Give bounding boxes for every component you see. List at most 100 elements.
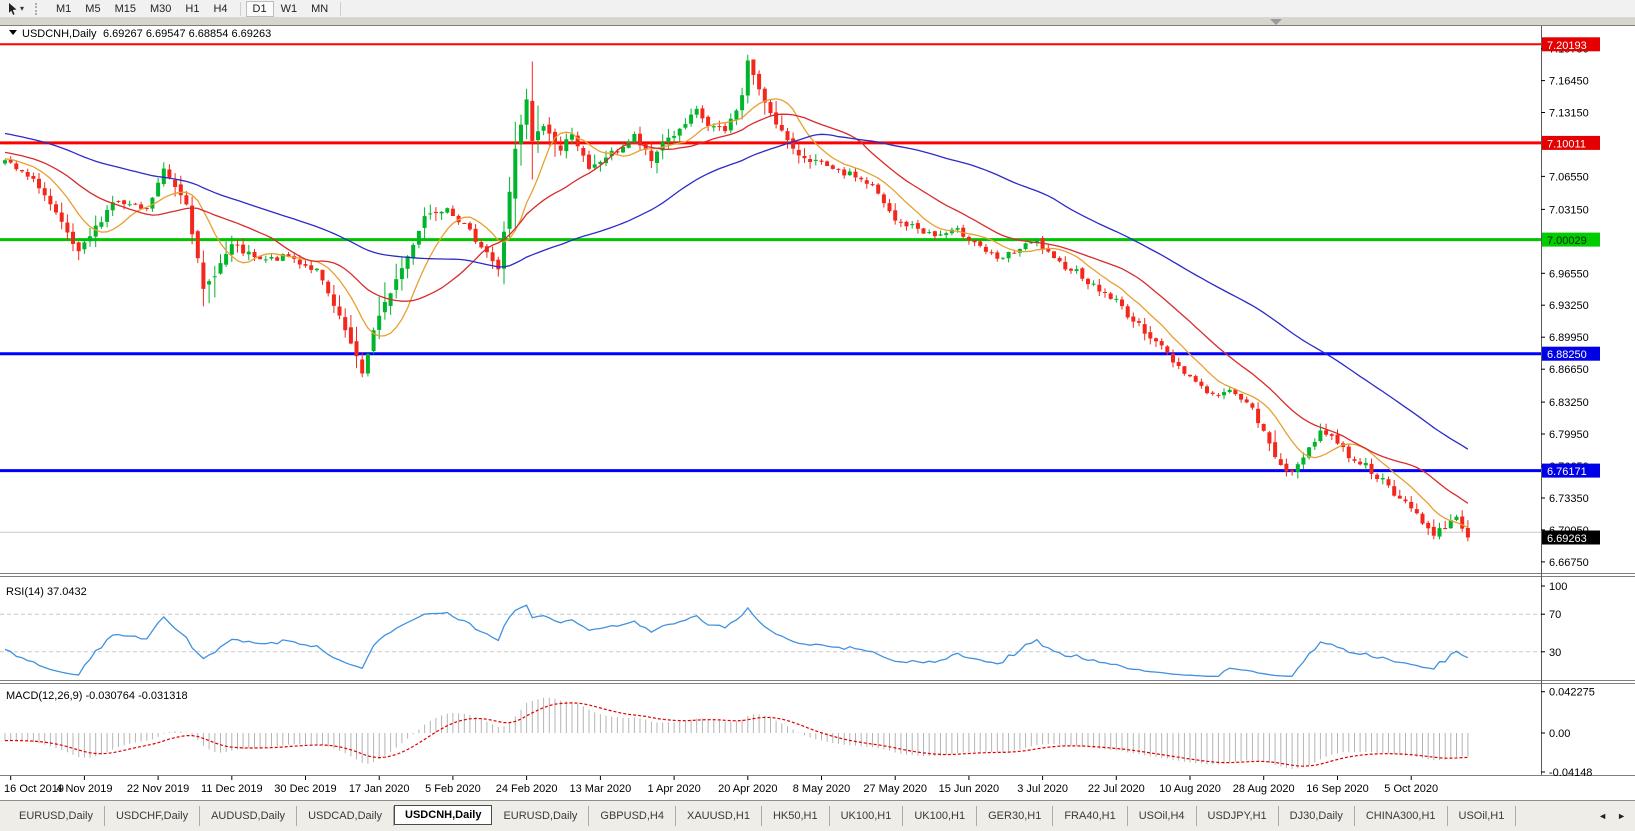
tab-usdcnh-daily[interactable]: USDCNH,Daily	[394, 805, 493, 825]
macd-tick-label: -0.04148	[1549, 767, 1592, 779]
panel-borders	[0, 25, 1635, 776]
tab-fra40-h1[interactable]: FRA40,H1	[1053, 806, 1128, 826]
date-label: 4 Nov 2019	[56, 783, 112, 795]
timeframe-button-d1[interactable]: D1	[245, 0, 274, 17]
date-label: 15 Jun 2020	[939, 783, 1000, 795]
toolbar: ▾ M1 M5 M15 M30 H1 H4 D1 W1 MN	[0, 0, 1635, 18]
tab-usoil-h1[interactable]: USOil,H1	[1448, 806, 1517, 826]
date-label: 10 Aug 2020	[1159, 783, 1221, 795]
price-tick-label: 6.79950	[1549, 429, 1589, 441]
tab-ger30-h1[interactable]: GER30,H1	[977, 806, 1054, 826]
tab-eurusd-daily[interactable]: EURUSD,Daily	[492, 806, 590, 826]
price-tick-label: 7.13150	[1549, 108, 1589, 120]
tab-china300-h1[interactable]: CHINA300,H1	[1355, 806, 1448, 826]
tab-scroll-arrows: ◄ ►	[1595, 809, 1635, 823]
svg-text:6.76171: 6.76171	[1547, 466, 1587, 478]
candles	[3, 54, 1470, 542]
toolbar-separator	[340, 1, 342, 16]
rsi-panel	[0, 604, 1541, 678]
svg-text:7.00029: 7.00029	[1547, 235, 1587, 247]
timeframe-button-m1[interactable]: M1	[56, 2, 72, 15]
tab-dj30-daily[interactable]: DJ30,Daily	[1279, 806, 1355, 826]
price-tick-label: 6.73350	[1549, 493, 1589, 505]
date-label: 28 Aug 2020	[1233, 783, 1295, 795]
symbol-tabs: EURUSD,Daily USDCHF,Daily AUDUSD,Daily USDC…	[8, 805, 1517, 826]
price-tick-label: 7.06550	[1549, 171, 1589, 183]
date-label: 16 Sep 2020	[1306, 783, 1368, 795]
timeframe-button-m5[interactable]: M5	[85, 2, 101, 15]
date-label: 3 Jul 2020	[1017, 783, 1068, 795]
rsi-line	[4, 604, 1469, 678]
macd-signal-line	[4, 702, 1468, 767]
timeframe-buttons: M1 M5 M15 M30 H1 H4 D1 W1 MN	[49, 0, 346, 17]
rsi-tick-label: 70	[1549, 609, 1561, 621]
date-label: 22 Jul 2020	[1088, 783, 1145, 795]
timeframe-button-m30[interactable]: M30	[149, 2, 172, 15]
chart-scrollbar-thumb[interactable]	[1270, 19, 1282, 25]
date-label: 5 Oct 2020	[1384, 783, 1438, 795]
timeframe-button-mn[interactable]: MN	[311, 2, 329, 15]
price-tick-label: 6.66750	[1549, 557, 1589, 569]
date-label: 8 May 2020	[793, 783, 850, 795]
tab-gbpusd-h4[interactable]: GBPUSD,H4	[589, 806, 676, 826]
tab-scroll-right-button[interactable]: ►	[1617, 811, 1626, 821]
tab-uk100-h1[interactable]: UK100,H1	[830, 806, 904, 826]
rsi-label: RSI(14) 37.0432	[6, 586, 87, 598]
timeframe-button-h4[interactable]: H4	[213, 2, 228, 15]
chart-canvas[interactable]: 7.197507.164507.131507.065507.031506.965…	[0, 0, 1635, 800]
price-tick-label: 7.16450	[1549, 76, 1589, 88]
tab-hk50-h1[interactable]: HK50,H1	[762, 806, 830, 826]
date-label: 17 Jan 2020	[349, 783, 410, 795]
tab-uk100-h1[interactable]: UK100,H1	[903, 806, 978, 826]
chart-ohlc-values: 6.69267 6.69547 6.68854 6.69263	[103, 28, 271, 40]
date-label: 16 Oct 2019	[4, 783, 64, 795]
tab-usdchf-daily[interactable]: USDCHF,Daily	[105, 806, 201, 826]
tab-audusd-daily[interactable]: AUDUSD,Daily	[200, 806, 298, 826]
tab-usdjpy-h1[interactable]: USDJPY,H1	[1197, 806, 1279, 826]
date-label: 11 Dec 2019	[201, 783, 263, 795]
date-label: 20 Apr 2020	[718, 783, 777, 795]
price-tick-label: 7.03150	[1549, 204, 1589, 216]
timeframe-button-h1[interactable]: H1	[185, 2, 200, 15]
symbol-dropdown-icon[interactable]	[9, 30, 17, 35]
price-badge-6.69263: 6.69263	[1542, 530, 1600, 545]
date-label: 5 Feb 2020	[425, 783, 481, 795]
price-badge-7.20193: 7.20193	[1542, 37, 1600, 52]
price-tick-label: 6.96550	[1549, 268, 1589, 280]
tab-eurusd-daily[interactable]: EURUSD,Daily	[8, 806, 105, 826]
toolbar-grip	[35, 2, 43, 15]
price-tick-label: 6.86650	[1549, 364, 1589, 376]
price-badge-7.10011: 7.10011	[1542, 135, 1600, 150]
tab-scroll-left-button[interactable]: ◄	[1598, 811, 1608, 821]
date-label: 1 Apr 2020	[647, 783, 700, 795]
svg-text:6.88250: 6.88250	[1547, 349, 1587, 361]
price-badge-7.00029: 7.00029	[1542, 232, 1600, 247]
tab-usoil-h4[interactable]: USOil,H4	[1128, 806, 1197, 826]
date-label: 30 Dec 2019	[274, 783, 336, 795]
tab-xauusd-h1[interactable]: XAUUSD,H1	[676, 806, 762, 826]
price-axis: 7.197507.164507.131507.065507.031506.965…	[1541, 44, 1595, 779]
dropdown-caret-icon[interactable]: ▾	[20, 3, 25, 13]
tab-usdcad-daily[interactable]: USDCAD,Daily	[297, 806, 395, 826]
timeframe-button-w1[interactable]: W1	[280, 2, 298, 15]
ma-9-line	[4, 98, 1469, 529]
toolbar-separator	[239, 1, 241, 16]
horizontal-lines	[0, 43, 1541, 533]
cursor-tool-button[interactable]: ▾	[3, 1, 27, 17]
macd-tick-label: 0.042275	[1549, 687, 1595, 699]
tab-bar: EURUSD,Daily USDCHF,Daily AUDUSD,Daily USDC…	[0, 800, 1635, 831]
svg-text:6.69263: 6.69263	[1547, 533, 1587, 545]
rsi-tick-label: 100	[1549, 581, 1567, 593]
date-label: 13 Mar 2020	[570, 783, 632, 795]
price-tick-label: 6.93250	[1549, 300, 1589, 312]
date-label: 27 May 2020	[863, 783, 927, 795]
timeframe-button-m15[interactable]: M15	[114, 2, 136, 15]
macd-label: MACD(12,26,9) -0.030764 -0.031318	[6, 690, 188, 702]
price-badge-6.88250: 6.88250	[1542, 346, 1600, 361]
price-tick-label: 6.89950	[1549, 332, 1589, 344]
chart-title: USDCNH,Daily	[22, 28, 97, 40]
date-label: 22 Nov 2019	[127, 783, 189, 795]
price-badge-6.76171: 6.76171	[1542, 463, 1600, 478]
